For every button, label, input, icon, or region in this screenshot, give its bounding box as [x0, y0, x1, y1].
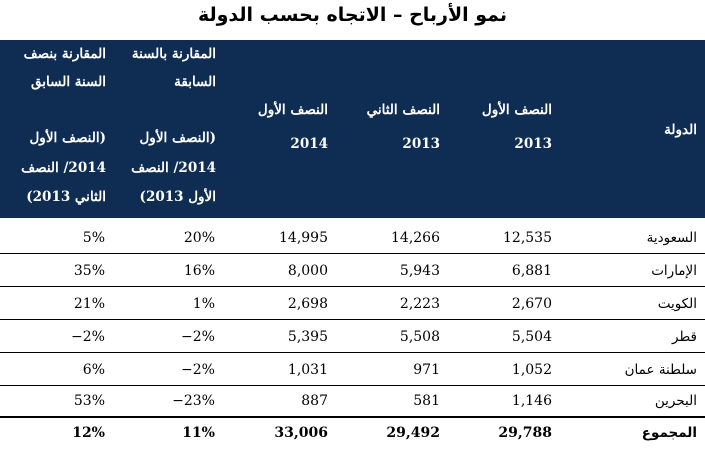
- table-header: الدولة النصف الأول 2013 النصف الثاني 201…: [0, 40, 705, 218]
- cell-country: الإمارات: [651, 263, 697, 279]
- row-divider: [0, 352, 705, 353]
- cell-country: الكويت: [657, 296, 697, 312]
- cell-h1-2014: 2,698: [287, 296, 328, 312]
- header-h1-2014: النصف الأول 2014: [257, 102, 328, 152]
- cell-cmp-half: 5%: [82, 230, 105, 246]
- cell-cmp-year: 20%: [183, 230, 215, 246]
- row-divider: [0, 286, 705, 287]
- row-divider: [0, 385, 705, 386]
- row-divider: [0, 319, 705, 320]
- cell-country: قطر: [672, 329, 697, 345]
- cell-h2-2013: 5,508: [399, 329, 440, 345]
- cell-cmp-year: −2%: [181, 329, 215, 345]
- header-cmp-prev-year: المقارنة بالسنة السابقة (النصف الأول 201…: [131, 46, 216, 205]
- cell-cmp-year: 1%: [192, 296, 215, 312]
- cell-cmp-half: −2%: [71, 329, 105, 345]
- cell-cmp-half: 6%: [82, 362, 105, 378]
- cell-country: السعودية: [646, 230, 697, 246]
- cell-h1-2013: 5,504: [511, 329, 552, 345]
- header-h2-2013: النصف الثاني 2013: [366, 102, 440, 152]
- cell-h1-2013: 1,146: [511, 393, 552, 409]
- cell-total-cmp-half: 12%: [72, 425, 105, 441]
- cell-h1-2014: 14,995: [279, 230, 328, 246]
- cell-total-label: المجموع: [641, 425, 697, 441]
- cell-h1-2014: 5,395: [287, 329, 328, 345]
- cell-total-h1-2013: 29,788: [498, 425, 552, 441]
- cell-country: سلطنة عمان: [624, 362, 697, 378]
- cell-cmp-year: 16%: [183, 263, 215, 279]
- header-h1-2013: النصف الأول 2013: [481, 102, 552, 152]
- row-divider: [0, 253, 705, 254]
- row-divider: [0, 416, 705, 418]
- cell-h1-2014: 8,000: [287, 263, 328, 279]
- cell-cmp-year: −23%: [172, 393, 215, 409]
- cell-cmp-half: 35%: [73, 263, 105, 279]
- cell-total-h1-2014: 33,006: [274, 425, 328, 441]
- cell-h2-2013: 2,223: [399, 296, 440, 312]
- cell-h1-2013: 12,535: [503, 230, 552, 246]
- cell-country: البحرين: [654, 393, 697, 409]
- cell-h1-2013: 2,670: [511, 296, 552, 312]
- cell-h1-2014: 1,031: [287, 362, 328, 378]
- cell-h2-2013: 971: [413, 362, 440, 378]
- cell-total-h2-2013: 29,492: [386, 425, 440, 441]
- cell-cmp-year: −2%: [181, 362, 215, 378]
- cell-cmp-half: 21%: [73, 296, 105, 312]
- header-cmp-prev-half: المقارنة بنصف السنة السابق (النصف الأول …: [21, 46, 106, 205]
- cell-h2-2013: 5,943: [399, 263, 440, 279]
- cell-h2-2013: 14,266: [391, 230, 440, 246]
- cell-h1-2013: 1,052: [511, 362, 552, 378]
- cell-h2-2013: 581: [413, 393, 440, 409]
- cell-h1-2013: 6,881: [511, 263, 552, 279]
- cell-cmp-half: 53%: [73, 393, 105, 409]
- cell-total-cmp-year: 11%: [182, 425, 215, 441]
- cell-h1-2014: 887: [301, 393, 328, 409]
- table-title: نمو الأرباح – الاتجاه بحسب الدولة: [197, 4, 508, 26]
